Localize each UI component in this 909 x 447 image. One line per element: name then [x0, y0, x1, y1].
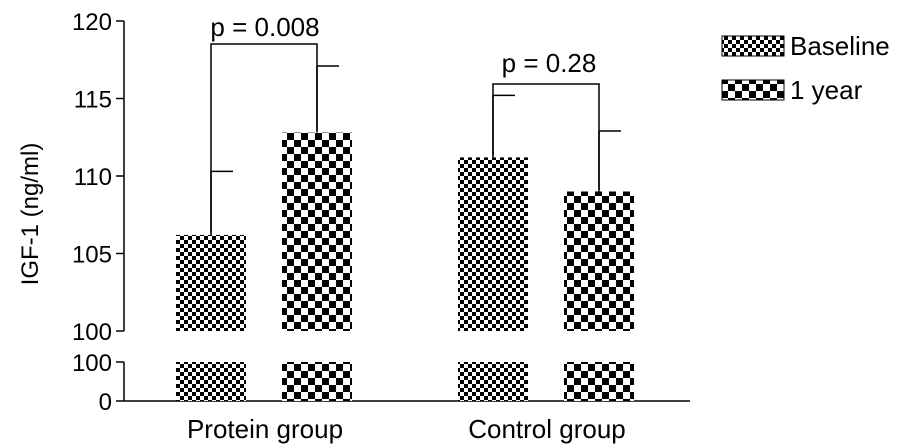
y-tick-label-upper-4: 120 — [72, 9, 112, 36]
y-tick-label-upper-0: 100 — [72, 319, 112, 346]
category-label-control: Control group — [468, 414, 626, 444]
significance-brackets — [210, 43, 600, 233]
error-bars — [210, 65, 621, 235]
legend-swatch-baseline — [721, 35, 785, 57]
category-label-protein: Protein group — [187, 414, 343, 444]
y-tick-label-upper-2: 110 — [74, 164, 112, 191]
legend-label-baseline: Baseline — [790, 31, 890, 61]
bar-lower-1-1 — [564, 362, 634, 401]
p-value-control: p = 0.28 — [502, 48, 597, 78]
bar-1-1 — [564, 191, 634, 331]
bar-lower-0-0 — [176, 362, 246, 401]
bars — [176, 132, 634, 401]
y-ticks-upper: 100 105 110 115 120 — [72, 9, 124, 346]
y-tick-label-lower-1: 100 — [72, 350, 112, 377]
bar-lower-1-0 — [282, 362, 352, 401]
bracket-0 — [210, 43, 318, 233]
bar-lower-0-1 — [458, 362, 528, 401]
bar-0-0 — [176, 234, 246, 331]
bar-0-1 — [458, 157, 528, 331]
y-axis-label: IGF-1 (ng/ml) — [17, 143, 44, 286]
y-tick-label-upper-1: 105 — [72, 242, 112, 269]
bracket-1 — [492, 83, 600, 190]
p-value-protein: p = 0.008 — [210, 12, 319, 42]
y-tick-label-lower-0: 0 — [99, 389, 112, 416]
bar-1-0 — [282, 132, 352, 331]
legend-label-1-year: 1 year — [790, 75, 863, 105]
legend-swatch-1-year — [721, 79, 785, 101]
y-tick-label-upper-3: 115 — [74, 87, 112, 114]
legend: Baseline 1 year — [721, 31, 890, 105]
